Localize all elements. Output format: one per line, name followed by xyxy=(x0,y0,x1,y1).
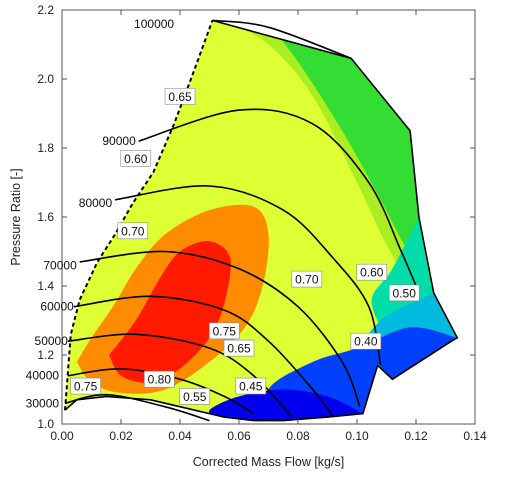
speed-line-label: 40000 xyxy=(26,369,60,383)
speed-line-70000 xyxy=(79,250,361,408)
efficiency-label: 0.40 xyxy=(354,335,378,349)
speed-line-label: 80000 xyxy=(79,196,113,210)
efficiency-label: 0.60 xyxy=(360,266,384,280)
speed-line-label: 90000 xyxy=(102,134,136,148)
x-tick-label: 0.14 xyxy=(463,429,487,443)
x-tick-label: 0.00 xyxy=(50,429,74,443)
efficiency-label-box xyxy=(144,370,175,388)
speed-line-40000 xyxy=(67,367,255,415)
efficiency-label: 0.70 xyxy=(121,224,145,238)
efficiency-label: 0.60 xyxy=(124,152,148,166)
y-tick-label: 1.6 xyxy=(37,210,54,224)
efficiency-label-box xyxy=(291,270,323,288)
x-tick-label: 0.06 xyxy=(227,429,251,443)
efficiency-label-box xyxy=(235,377,267,395)
efficiency-label-box xyxy=(208,322,240,340)
efficiency-label-box xyxy=(117,222,149,240)
efficiency-label: 0.55 xyxy=(183,390,207,404)
efficiency-label: 0.65 xyxy=(168,90,192,104)
chart-labels: 30000 40000 50000 60000 70000 80000 90000 10000… xyxy=(26,17,420,410)
map-boundary xyxy=(64,19,459,422)
y-tick-label: 1.8 xyxy=(37,141,54,155)
efficiency-regions xyxy=(65,20,458,421)
efficiency-label-box xyxy=(164,87,196,105)
speed-line-90000 xyxy=(138,108,420,294)
x-tick-label: 0.10 xyxy=(345,429,369,443)
efficiency-region-peak xyxy=(109,241,231,383)
choke-boundary xyxy=(64,19,459,422)
y-tick-label: 2.0 xyxy=(37,72,54,86)
y-axis-title: Pressure Ratio [-] xyxy=(9,168,23,265)
x-tick-label: 0.08 xyxy=(286,429,310,443)
efficiency-label: 0.45 xyxy=(239,380,263,394)
surge-line xyxy=(64,20,214,411)
speed-line-label: 30000 xyxy=(26,396,60,410)
efficiency-label: 0.75 xyxy=(74,380,98,394)
efficiency-label: 0.70 xyxy=(295,273,319,287)
axes: 0.00 0.02 0.04 0.06 0.08 0.10 0.12 0.14 1.0 1.2 1.… xyxy=(9,3,487,469)
x-tick-label: 0.02 xyxy=(109,429,133,443)
efficiency-label: 0.50 xyxy=(393,286,417,300)
efficiency-label-box xyxy=(223,339,255,357)
x-axis-title: Corrected Mass Flow [kg/s] xyxy=(193,455,344,469)
y-tick-label: 2.2 xyxy=(37,3,54,17)
efficiency-label: 0.75 xyxy=(213,324,237,338)
y-tick-label: 1.0 xyxy=(37,417,54,431)
y-tick-label: 1.2 xyxy=(37,348,54,362)
speed-line-80000 xyxy=(114,185,382,366)
efficiency-label-box xyxy=(350,332,382,350)
x-tick-label: 0.12 xyxy=(404,429,428,443)
efficiency-label-box xyxy=(70,377,101,395)
speed-line-100000 xyxy=(212,19,352,60)
speed-line-label: 100000 xyxy=(134,17,174,31)
efficiency-label-box xyxy=(179,388,211,405)
x-tick-label: 0.04 xyxy=(168,429,192,443)
speed-line-label: 70000 xyxy=(43,258,77,272)
efficiency-label-box xyxy=(120,150,152,167)
efficiency-region-green xyxy=(268,23,420,252)
efficiency-label-box xyxy=(356,263,388,281)
speed-line-label: 60000 xyxy=(40,300,74,314)
efficiency-region-deep_blue xyxy=(208,389,363,421)
efficiency-label: 0.80 xyxy=(148,373,172,387)
y-tick-label: 1.4 xyxy=(37,279,54,293)
speed-line-label: 50000 xyxy=(35,334,69,348)
efficiency-label: 0.65 xyxy=(227,342,251,356)
efficiency-label-box xyxy=(388,284,420,302)
speed-line-60000 xyxy=(73,295,335,418)
